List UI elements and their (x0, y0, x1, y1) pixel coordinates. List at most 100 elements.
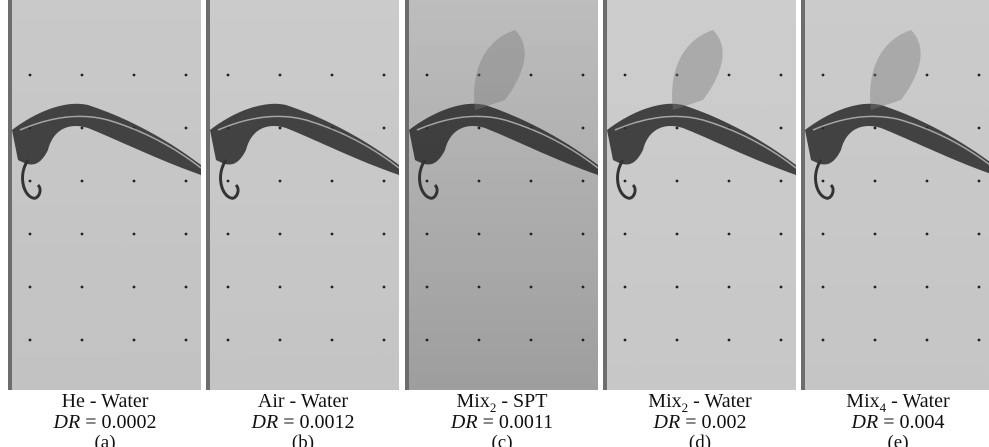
marker-dot (278, 338, 282, 342)
marker-dot (278, 179, 282, 183)
marker-dot (675, 179, 679, 183)
plume (814, 159, 835, 200)
caption-fluid: He - Water (0, 391, 212, 412)
marker-dot (28, 179, 32, 183)
marker-dot (184, 285, 188, 289)
marker-dot (873, 126, 877, 130)
marker-dot (184, 232, 188, 236)
marker-dot (28, 73, 32, 77)
photo (801, 0, 989, 390)
marker-dot (425, 73, 429, 77)
caption-dr: DR = 0.0002 (0, 412, 212, 433)
background (8, 0, 201, 390)
marker-dot (80, 285, 84, 289)
jet (805, 103, 989, 174)
marker-dot (925, 338, 929, 342)
marker-dot (278, 73, 282, 77)
marker-dot (382, 73, 386, 77)
caption-letter: (d) (593, 432, 807, 447)
marker-dot (581, 285, 585, 289)
marker-dot (80, 179, 84, 183)
caption-dr: DR = 0.002 (593, 412, 807, 433)
marker-dot (581, 338, 585, 342)
fluid-rest: - SPT (496, 390, 548, 412)
marker-dot (226, 73, 230, 77)
marker-dot (675, 73, 679, 77)
jet-light (217, 115, 399, 169)
dr-symbol: DR (53, 411, 81, 433)
photo (8, 0, 201, 390)
marker-dot (581, 126, 585, 130)
fluid: Mix (846, 390, 880, 412)
edge (206, 0, 210, 390)
marker-dot (28, 285, 32, 289)
marker-dot (330, 285, 334, 289)
background (206, 0, 399, 390)
fluid-rest: - Water (688, 390, 752, 412)
marker-dot (581, 232, 585, 236)
marker-dot (529, 73, 533, 77)
marker-dot (278, 285, 282, 289)
marker-dot (727, 232, 731, 236)
marker-dot (425, 285, 429, 289)
marker-dot (779, 232, 783, 236)
jet-light (416, 115, 598, 169)
marker-dot (382, 232, 386, 236)
marker-dot (529, 338, 533, 342)
dr-value: = 0.0012 (283, 411, 355, 433)
marker-dot (623, 285, 627, 289)
dr-symbol: DR (450, 411, 478, 433)
marker-dot (779, 126, 783, 130)
fluid: He - Water (61, 390, 149, 412)
marker-dot (977, 73, 981, 77)
marker-dot (477, 338, 481, 342)
marker-dot (80, 232, 84, 236)
marker-dot (977, 338, 981, 342)
plume (219, 159, 240, 200)
marker-dot (330, 179, 334, 183)
dr-value: = 0.0002 (85, 411, 157, 433)
fluid: Air - Water (257, 390, 349, 412)
marker-dot (873, 232, 877, 236)
panel: Mix2 - SPT DR = 0.0011 (c) (405, 0, 599, 447)
marker-dot (278, 126, 282, 130)
marker-dot (925, 285, 929, 289)
dr-value: = 0.002 (685, 411, 747, 433)
marker-dot (821, 179, 825, 183)
marker-dot (581, 179, 585, 183)
marker-dot (477, 285, 481, 289)
marker-dot (477, 126, 481, 130)
marker-dot (330, 338, 334, 342)
dr-symbol: DR (653, 411, 681, 433)
marker-dot (28, 338, 32, 342)
marker-dot (529, 232, 533, 236)
caption-letter: (e) (791, 432, 989, 447)
fluid-subscript: 2 (681, 400, 689, 415)
marker-dot (581, 73, 585, 77)
marker-dot (675, 338, 679, 342)
marker-dot (330, 73, 334, 77)
edge (8, 0, 12, 390)
panel: Air - Water DR = 0.0012 (b) (206, 0, 400, 447)
marker-dot (80, 338, 84, 342)
letter: (c) (491, 432, 513, 447)
marker-dot (623, 73, 627, 77)
marker-dot (477, 232, 481, 236)
caption-fluid: Mix2 - SPT (395, 390, 609, 415)
marker-dot (873, 179, 877, 183)
marker-dot (477, 179, 481, 183)
marker-dot (977, 179, 981, 183)
jet (607, 103, 796, 175)
fluid: Mix (648, 390, 682, 412)
marker-dot (132, 285, 136, 289)
plume (418, 159, 439, 200)
marker-dot (779, 179, 783, 183)
marker-dot (873, 73, 877, 77)
marker-dot (382, 126, 386, 130)
marker-dot (675, 232, 679, 236)
cloud (474, 30, 525, 110)
marker-dot (873, 338, 877, 342)
caption-fluid: Mix4 - Water (791, 390, 989, 415)
marker-dot (977, 285, 981, 289)
dr-symbol: DR (851, 411, 879, 433)
